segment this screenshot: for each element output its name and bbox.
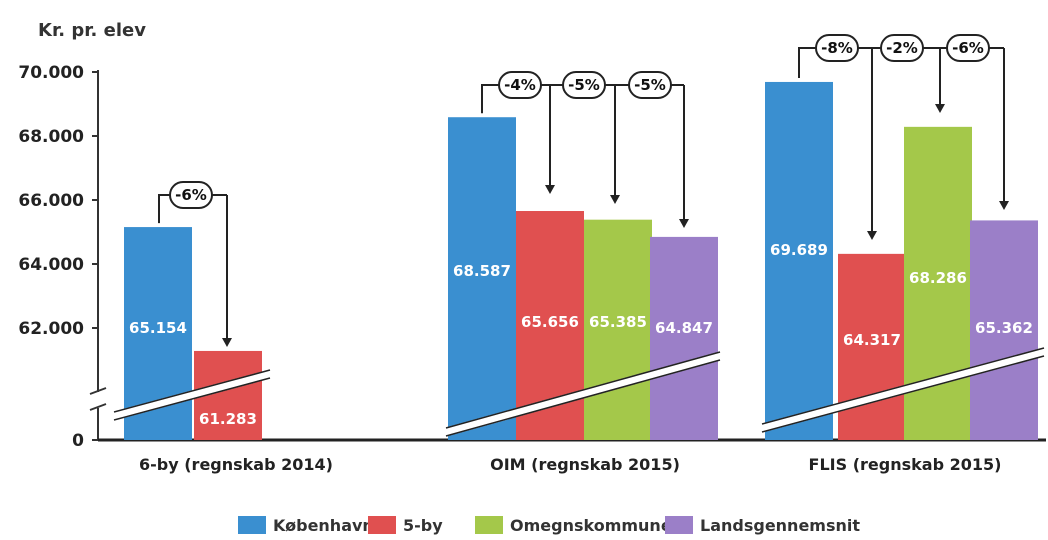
bar-1-0 [448, 117, 516, 440]
legend: København 5-by Omegnskommuner Landsgennemsn… [238, 516, 860, 535]
legend-swatch [238, 516, 266, 534]
comparison-percent: -8% [821, 39, 853, 57]
bar-1-3 [650, 236, 718, 440]
comparison-percent: -2% [886, 39, 918, 57]
comparison-arrowhead [679, 219, 689, 228]
category-label: 6-by (regnskab 2014) [139, 455, 333, 474]
bar-2-0 [765, 81, 833, 441]
legend-label: 5-by [403, 516, 443, 535]
comparison-bracket [481, 84, 684, 114]
comparison-arrowhead [999, 201, 1009, 210]
axis-break-line [113, 369, 271, 413]
comparison-percent: -6% [175, 186, 207, 204]
y-tick-label: 0 [72, 431, 84, 451]
comparison-arrowhead [610, 195, 620, 204]
comparison-percent: -5% [634, 76, 666, 94]
axis-break-line [445, 359, 721, 437]
bar-value-label: 65.385 [589, 313, 647, 331]
value-labels: 65.154 61.283 68.587 65.656 65.385 64.847 69.6… [129, 241, 1033, 428]
comparison-pill [946, 34, 990, 62]
bar-2-3 [970, 220, 1038, 440]
category-label: FLIS (regnskab 2015) [809, 455, 1002, 474]
y-axis-label: Kr. pr. elev [38, 20, 146, 41]
comparison-pill [169, 181, 213, 209]
comparison-bracket [798, 47, 1004, 78]
axis-break-band [112, 369, 272, 421]
axis-break-line [761, 355, 1045, 433]
bar-value-label: 68.286 [909, 269, 967, 287]
legend-swatch [368, 516, 396, 534]
legend-label: Omegnskommuner [510, 516, 680, 535]
bar-value-label: 64.317 [843, 331, 901, 349]
y-tick-label: 70.000 [18, 63, 84, 83]
axis-break-line [113, 377, 271, 421]
comparison-arrowhead [545, 185, 555, 194]
y-tick-label: 68.000 [18, 127, 84, 147]
comparison-arrowhead [935, 104, 945, 113]
legend-label: København [273, 516, 374, 535]
y-tick-label: 66.000 [18, 191, 84, 211]
bar-value-label: 64.847 [655, 319, 713, 337]
axis-break-line [761, 347, 1045, 425]
legend-swatch [475, 516, 503, 534]
comparisons: -6% -4% -5% -5% -8% -2% -6% [158, 34, 1009, 347]
bar-value-label: 68.587 [453, 262, 511, 280]
y-tick-label: 62.000 [18, 319, 84, 339]
legend-label: Landsgennemsnit [700, 516, 860, 535]
bar-1-2 [584, 219, 652, 440]
bar-value-label: 65.656 [521, 313, 579, 331]
comparison-percent: -6% [952, 39, 984, 57]
y-axis-break-mark [89, 387, 107, 395]
comparison-pill [628, 71, 672, 99]
axis-break-band [444, 351, 722, 437]
category-label: OIM (regnskab 2015) [490, 455, 680, 474]
legend-swatch [665, 516, 693, 534]
bar-value-label: 65.362 [975, 319, 1033, 337]
comparison-pill [562, 71, 606, 99]
comparison-pill [815, 34, 859, 62]
bar-value-label: 69.689 [770, 241, 828, 259]
category-labels: 6-by (regnskab 2014) OIM (regnskab 2015) F… [139, 455, 1001, 474]
comparison-percent: -4% [504, 76, 536, 94]
bar-value-label: 65.154 [129, 319, 187, 337]
bar-value-label: 61.283 [199, 410, 257, 428]
axis-breaks [112, 347, 1046, 437]
axis-break-band [760, 347, 1046, 433]
comparison-pill [880, 34, 924, 62]
comparison-pill [498, 71, 542, 99]
axis-break-line [445, 351, 721, 429]
y-tick-label: 64.000 [18, 255, 84, 275]
comparison-percent: -5% [568, 76, 600, 94]
comparison-arrowhead [222, 338, 232, 347]
comparison-arrowhead [867, 231, 877, 240]
y-axis-break-mark [89, 403, 107, 411]
